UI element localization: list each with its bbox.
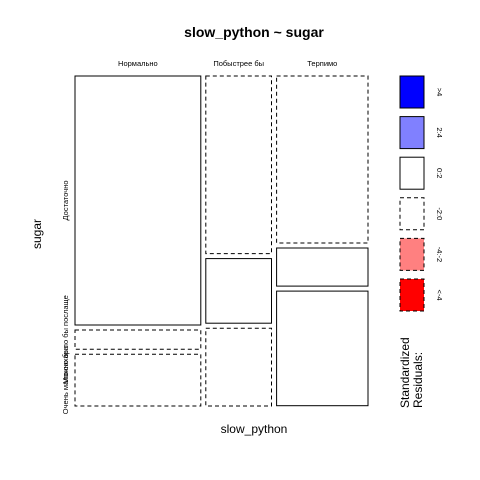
- legend-label: 2:4: [435, 127, 444, 137]
- mosaic-cells: [74, 75, 369, 407]
- mosaic-cell-побыстрее-бы-можно-было-бы-послаще: [205, 258, 272, 324]
- legend-swatch: [399, 116, 425, 150]
- x-tick-label: Терпимо: [307, 59, 337, 68]
- y-axis-label: sugar: [30, 219, 44, 249]
- legend-label: -2:0: [435, 207, 444, 220]
- x-axis-label: slow_python: [221, 422, 288, 436]
- mosaic-cell-нормально-достаточно: [74, 75, 202, 326]
- y-tick-label: Достаточно: [61, 180, 70, 220]
- mosaic-cell-терпимо-достаточно: [276, 75, 369, 244]
- legend-swatch: [399, 237, 425, 271]
- y-tick-label: Очень мало сахара: [61, 345, 70, 414]
- legend-label: <-4: [435, 289, 444, 300]
- legend-swatch: [399, 156, 425, 190]
- legend-swatch: [399, 197, 425, 231]
- x-tick-label: Нормально: [118, 59, 158, 68]
- mosaic-cell-нормально-очень-мало-сахара: [74, 353, 202, 407]
- legend-title-line: Standardized: [398, 337, 412, 408]
- legend-title-line: Residuals:: [411, 352, 425, 408]
- x-tick-labels: Нормально Побыстрее бы Терпимо: [118, 59, 337, 68]
- mosaic-cell-побыстрее-бы-достаточно: [205, 75, 272, 255]
- legend-swatch: [399, 278, 425, 312]
- x-tick-label: Побыстрее бы: [213, 59, 264, 68]
- mosaic-cell-побыстрее-бы-очень-мало-сахара: [205, 327, 272, 407]
- mosaic-cell-терпимо-можно-было-бы-послаще: [276, 247, 369, 287]
- legend: >4 2:4 0:2 -2:0 -4:-2 <-4: [399, 75, 444, 312]
- chart-title: slow_python ~ sugar: [184, 24, 324, 40]
- legend-label: -4:-2: [435, 247, 444, 262]
- mosaic-cell-нормально-можно-было-бы-послаще: [74, 329, 202, 350]
- legend-label: >4: [435, 88, 444, 97]
- y-tick-label: Можно было бы послаще: [61, 295, 70, 384]
- mosaic-cell-терпимо-очень-мало-сахара: [276, 290, 369, 407]
- legend-label: 0:2: [435, 168, 444, 178]
- legend-title: Standardized Residuals:: [398, 337, 425, 408]
- legend-swatch: [399, 75, 425, 109]
